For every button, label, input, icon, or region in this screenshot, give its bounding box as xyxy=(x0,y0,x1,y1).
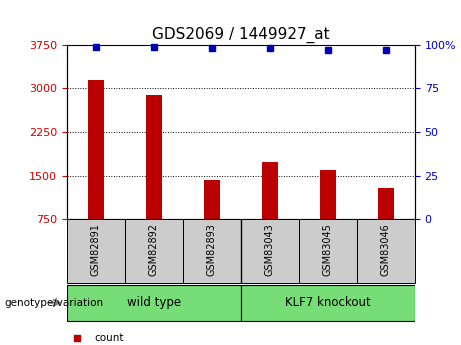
Bar xyxy=(262,162,278,263)
Bar xyxy=(88,80,104,263)
Text: GSM82892: GSM82892 xyxy=(149,223,159,276)
Text: KLF7 knockout: KLF7 knockout xyxy=(285,296,371,309)
Bar xyxy=(204,180,220,263)
Title: GDS2069 / 1449927_at: GDS2069 / 1449927_at xyxy=(152,27,330,43)
Text: GSM82891: GSM82891 xyxy=(91,223,101,276)
Bar xyxy=(67,285,241,321)
Bar xyxy=(320,170,336,263)
Text: count: count xyxy=(95,333,124,343)
Bar xyxy=(378,188,394,263)
Bar xyxy=(67,219,125,283)
Bar xyxy=(241,285,415,321)
Bar xyxy=(146,95,162,263)
Text: wild type: wild type xyxy=(127,296,181,309)
Bar xyxy=(241,219,299,283)
Bar xyxy=(357,219,415,283)
Text: GSM83046: GSM83046 xyxy=(381,223,391,276)
Bar xyxy=(299,219,357,283)
Text: GSM83043: GSM83043 xyxy=(265,223,275,276)
Text: genotype/variation: genotype/variation xyxy=(5,298,104,308)
Bar xyxy=(125,219,183,283)
Text: GSM83045: GSM83045 xyxy=(323,223,333,276)
Bar xyxy=(183,219,241,283)
Text: GSM82893: GSM82893 xyxy=(207,223,217,276)
